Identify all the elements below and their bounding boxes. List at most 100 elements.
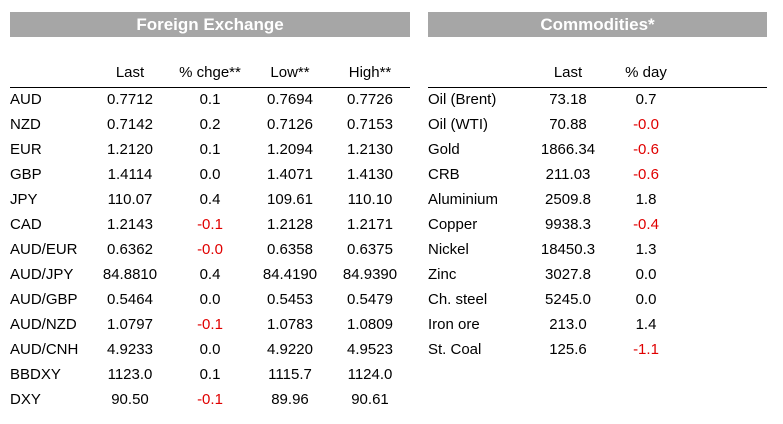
fx-chge-cell: 0.0 — [199, 291, 221, 308]
commodities-section-title: Commodities* — [428, 12, 767, 37]
commodity-name-cell: Ch. steel — [428, 291, 488, 308]
fx-low-cell: 1.2094 — [267, 141, 313, 158]
commodity-last-cell: 5245.0 — [545, 291, 591, 308]
commodity-last-cell: 1866.34 — [540, 141, 596, 158]
commodities-header-divider — [428, 87, 767, 88]
fx-chge-cell: 0.1 — [199, 141, 221, 158]
fx-low-cell: 1.0783 — [267, 316, 313, 333]
fx-last-cell: 84.8810 — [102, 266, 158, 283]
fx-chge-cell: -0.1 — [197, 391, 223, 408]
fx-currency-cell: BBDXY — [10, 366, 61, 383]
fx-chge-cell: 0.1 — [199, 91, 221, 108]
fx-high-cell: 0.7726 — [347, 91, 393, 108]
fx-chge-cell: 0.0 — [199, 341, 221, 358]
fx-last-cell: 4.9233 — [107, 341, 153, 358]
commodity-name-cell: Iron ore — [428, 316, 480, 333]
fx-chge-cell: 0.4 — [199, 191, 221, 208]
fx-col-header: Low** — [270, 64, 310, 81]
fx-last-cell: 1.4114 — [107, 166, 153, 183]
fx-currency-cell: AUD/JPY — [10, 266, 74, 283]
fx-low-cell: 0.6358 — [267, 241, 313, 258]
fx-low-cell: 84.4190 — [262, 266, 318, 283]
fx-last-cell: 1.2143 — [107, 216, 153, 233]
fx-high-cell: 90.61 — [351, 391, 389, 408]
fx-currency-cell: AUD/EUR — [10, 241, 78, 258]
commodity-day-cell: 1.3 — [635, 241, 657, 258]
commodity-day-cell: 0.7 — [635, 91, 657, 108]
commodity-name-cell: CRB — [428, 166, 460, 183]
commodity-last-cell: 211.03 — [545, 166, 591, 183]
fx-high-cell: 0.7153 — [347, 116, 393, 133]
commodity-last-cell: 125.6 — [549, 341, 587, 358]
fx-high-cell: 1124.0 — [347, 366, 393, 383]
fx-low-cell: 4.9220 — [267, 341, 313, 358]
commodity-name-cell: Aluminium — [428, 191, 499, 208]
commodity-name-cell: St. Coal — [428, 341, 482, 358]
fx-section-title: Foreign Exchange — [10, 12, 410, 37]
fx-currency-cell: CAD — [10, 216, 42, 233]
fx-low-cell: 89.96 — [271, 391, 309, 408]
fx-currency-cell: AUD/CNH — [10, 341, 79, 358]
fx-currency-cell: EUR — [10, 141, 42, 158]
fx-currency-cell: AUD/NZD — [10, 316, 77, 333]
fx-currency-cell: GBP — [10, 166, 42, 183]
fx-col-header: % chge** — [179, 64, 241, 81]
fx-chge-cell: 0.1 — [199, 366, 221, 383]
fx-last-cell: 0.7712 — [107, 91, 153, 108]
fx-high-cell: 1.4130 — [347, 166, 393, 183]
fx-currency-cell: JPY — [10, 191, 38, 208]
commodity-day-cell: 0.0 — [635, 266, 657, 283]
fx-last-cell: 0.6362 — [107, 241, 153, 258]
fx-high-cell: 1.0809 — [347, 316, 393, 333]
commodity-col-header: Last — [553, 64, 583, 81]
fx-low-cell: 109.61 — [267, 191, 313, 208]
commodity-day-cell: -0.4 — [633, 216, 659, 233]
commodity-name-cell: Copper — [428, 216, 478, 233]
fx-chge-cell: 0.2 — [199, 116, 221, 133]
commodity-last-cell: 3027.8 — [545, 266, 591, 283]
fx-last-cell: 1.2120 — [107, 141, 153, 158]
fx-chge-cell: -0.0 — [197, 241, 223, 258]
fx-currency-cell: DXY — [10, 391, 41, 408]
fx-col-header: High** — [348, 64, 392, 81]
fx-high-cell: 84.9390 — [342, 266, 398, 283]
fx-low-cell: 0.5453 — [267, 291, 313, 308]
commodity-name-cell: Zinc — [428, 266, 457, 283]
commodity-col-header: % day — [625, 64, 667, 81]
commodity-day-cell: 1.8 — [635, 191, 657, 208]
fx-header-divider — [10, 87, 410, 88]
fx-chge-cell: 0.4 — [199, 266, 221, 283]
commodity-last-cell: 70.88 — [549, 116, 587, 133]
commodity-day-cell: -1.1 — [633, 341, 659, 358]
commodity-name-cell: Oil (Brent) — [428, 91, 497, 108]
fx-high-cell: 0.6375 — [347, 241, 393, 258]
fx-low-cell: 1.4071 — [267, 166, 313, 183]
fx-high-cell: 4.9523 — [347, 341, 393, 358]
fx-low-cell: 0.7126 — [267, 116, 313, 133]
fx-high-cell: 110.10 — [347, 191, 393, 208]
fx-low-cell: 1.2128 — [267, 216, 313, 233]
commodity-last-cell: 9938.3 — [545, 216, 591, 233]
fx-chge-cell: -0.1 — [197, 316, 223, 333]
commodity-day-cell: -0.6 — [633, 141, 659, 158]
commodity-last-cell: 2509.8 — [545, 191, 591, 208]
fx-last-cell: 1.0797 — [107, 316, 153, 333]
commodity-name-cell: Oil (WTI) — [428, 116, 488, 133]
fx-high-cell: 1.2130 — [347, 141, 393, 158]
commodity-last-cell: 18450.3 — [540, 241, 596, 258]
fx-currency-cell: AUD — [10, 91, 42, 108]
fx-chge-cell: 0.0 — [199, 166, 221, 183]
commodity-last-cell: 73.18 — [549, 91, 587, 108]
fx-col-header: Last — [115, 64, 145, 81]
fx-last-cell: 0.5464 — [107, 291, 153, 308]
commodity-day-cell: 0.0 — [635, 291, 657, 308]
commodity-name-cell: Gold — [428, 141, 460, 158]
commodity-name-cell: Nickel — [428, 241, 469, 258]
commodity-day-cell: 1.4 — [635, 316, 657, 333]
fx-last-cell: 110.07 — [107, 191, 153, 208]
fx-low-cell: 0.7694 — [267, 91, 313, 108]
fx-last-cell: 0.7142 — [107, 116, 153, 133]
commodity-day-cell: -0.6 — [633, 166, 659, 183]
fx-currency-cell: AUD/GBP — [10, 291, 78, 308]
fx-high-cell: 1.2171 — [347, 216, 393, 233]
